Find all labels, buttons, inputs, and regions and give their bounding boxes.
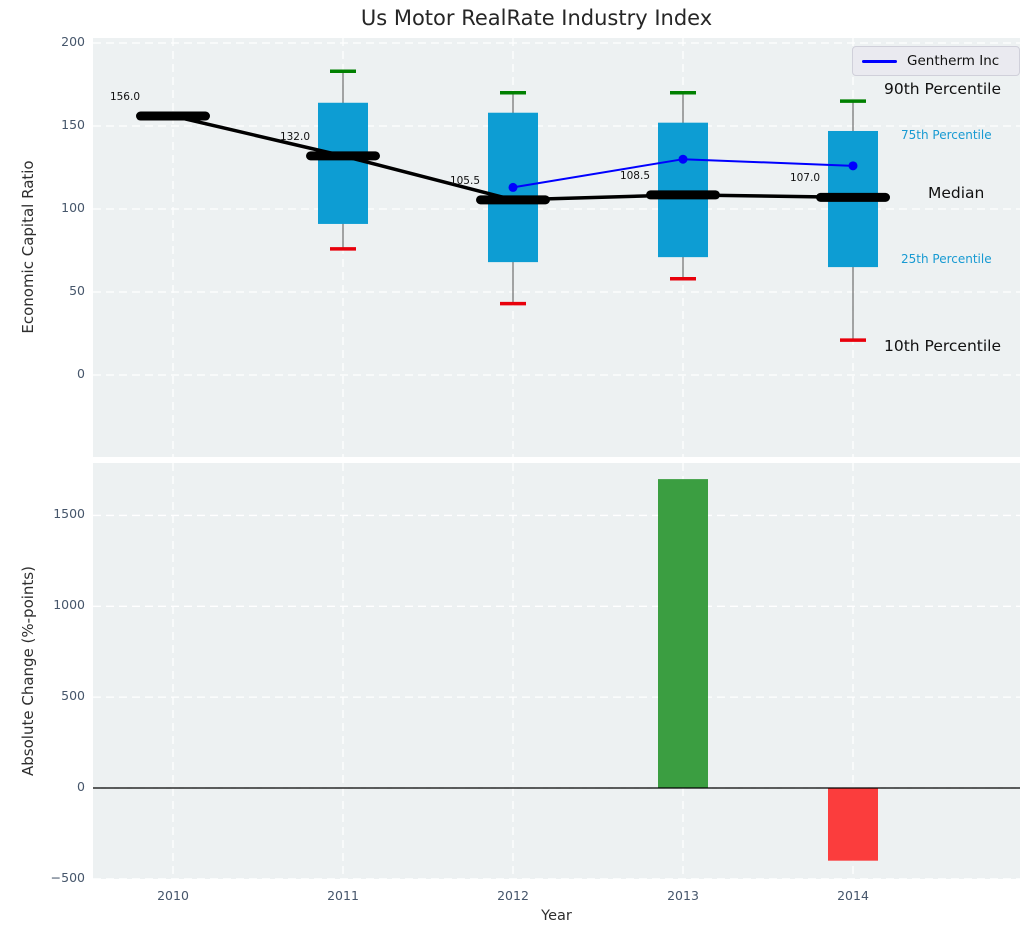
median-value-label: 107.0 bbox=[789, 172, 820, 185]
legend: Gentherm Inc bbox=[852, 46, 1020, 76]
median-value-label: 156.0 bbox=[109, 91, 140, 104]
y-tick-label-bottom: 1500 bbox=[53, 506, 85, 522]
chart-title: Us Motor RealRate Industry Index bbox=[360, 6, 713, 30]
company-point-2013 bbox=[678, 154, 688, 164]
y-tick-label-bottom: 500 bbox=[61, 688, 85, 704]
company-point-2014 bbox=[848, 161, 858, 171]
x-tick-label: 2014 bbox=[837, 888, 869, 903]
change-bar-2014 bbox=[828, 788, 878, 861]
annotation-90th-percentile: 90th Percentile bbox=[884, 80, 1002, 99]
y-tick-label-bottom: 1000 bbox=[53, 597, 85, 613]
annotation-median: Median bbox=[928, 183, 985, 202]
median-marker-2014 bbox=[816, 192, 890, 202]
y-tick-label-top: 200 bbox=[61, 34, 85, 49]
change-bar-2013 bbox=[658, 479, 708, 788]
median-value-label: 105.5 bbox=[449, 174, 480, 187]
company-point-2012 bbox=[508, 182, 518, 192]
y-tick-label-top: 50 bbox=[69, 283, 85, 298]
x-tick-label: 2011 bbox=[327, 888, 359, 903]
median-value-label: 132.0 bbox=[279, 130, 310, 143]
x-tick-label: 2010 bbox=[157, 888, 189, 903]
y-axis-label-bottom: Absolute Change (%-points) bbox=[19, 566, 37, 776]
y-tick-label-bottom: 0 bbox=[77, 779, 85, 794]
median-marker-2013 bbox=[646, 190, 720, 200]
y-tick-label-bottom: −500 bbox=[50, 869, 85, 885]
annotation-10th-percentile: 10th Percentile bbox=[884, 337, 1002, 356]
y-tick-label-top: 100 bbox=[61, 200, 85, 215]
percentile-box-2013 bbox=[658, 122, 708, 258]
median-marker-2010 bbox=[136, 111, 210, 121]
bottom-axes-background bbox=[93, 463, 1020, 879]
y-tick-label-top: 0 bbox=[77, 366, 85, 381]
x-tick-label: 2012 bbox=[497, 888, 529, 903]
median-marker-2012 bbox=[476, 195, 550, 205]
x-tick-label: 2013 bbox=[667, 888, 699, 903]
top-axes-background bbox=[93, 38, 1020, 457]
y-tick-label-top: 150 bbox=[61, 117, 85, 132]
median-marker-2011 bbox=[306, 151, 380, 161]
x-axis-label: Year bbox=[541, 908, 572, 924]
y-axis-label-top: Economic Capital Ratio bbox=[19, 160, 37, 334]
percentile-box-2011 bbox=[318, 102, 368, 224]
median-value-label: 108.5 bbox=[619, 169, 650, 182]
annotation-25th-percentile: 25th Percentile bbox=[901, 252, 992, 267]
legend-line-sample bbox=[862, 59, 897, 63]
annotation-75th-percentile: 75th Percentile bbox=[901, 127, 992, 142]
legend-label: Gentherm Inc bbox=[907, 53, 1000, 69]
